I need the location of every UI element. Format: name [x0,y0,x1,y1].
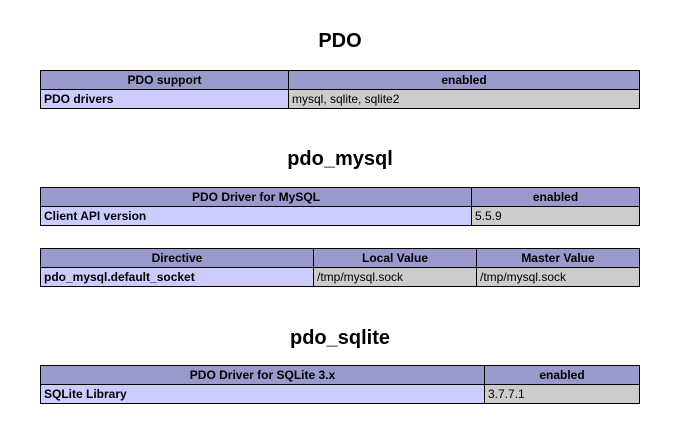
value-cell: 3.7.7.1 [484,384,640,404]
label-cell: PDO drivers [40,89,289,109]
header-cell: Local Value [313,248,477,268]
info-table: PDO Driver for SQLite 3.x enabled SQLite … [40,365,640,404]
info-table: PDO support enabled PDO drivers mysql, sql… [40,70,640,109]
header-cell: enabled [484,365,640,385]
header-cell: Directive [40,248,314,268]
header-cell: enabled [288,70,640,90]
info-table: PDO Driver for MySQL enabled Client API v… [40,187,640,226]
label-cell: Client API version [40,206,472,226]
info-table: Directive Local Value Master Value pdo_mys… [40,248,640,287]
value-cell: mysql, sqlite, sqlite2 [288,89,640,109]
header-cell: enabled [471,187,640,207]
value-cell: 5.5.9 [471,206,640,226]
header-cell: PDO Driver for SQLite 3.x [40,365,485,385]
header-cell: Master Value [476,248,640,268]
section-title: PDO [318,30,362,52]
label-cell: SQLite Library [40,384,485,404]
section-title: pdo_mysql [287,148,393,170]
header-cell: PDO Driver for MySQL [40,187,472,207]
label-cell: pdo_mysql.default_socket [40,267,314,287]
value-cell: /tmp/mysql.sock [313,267,477,287]
section-title: pdo_sqlite [289,327,390,349]
value-cell: /tmp/mysql.sock [476,267,640,287]
header-cell: PDO support [40,70,289,90]
